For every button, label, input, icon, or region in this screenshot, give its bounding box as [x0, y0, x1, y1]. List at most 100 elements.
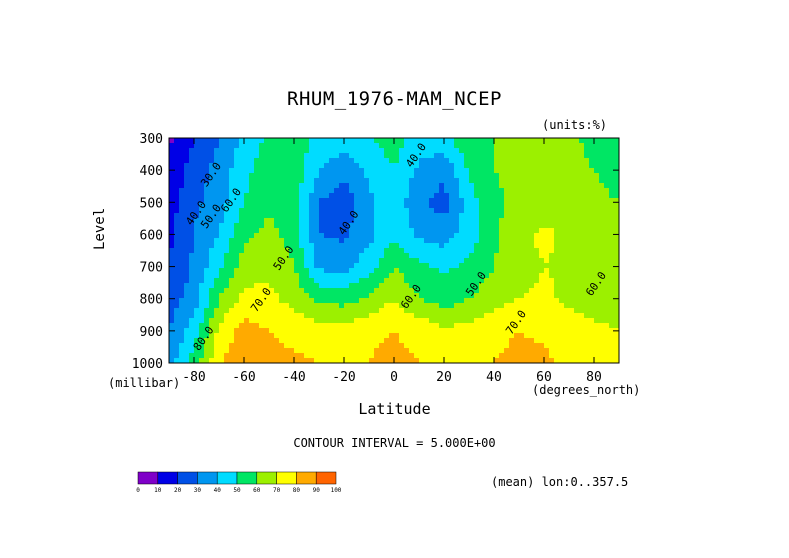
field-cell: [604, 178, 610, 184]
field-cell: [229, 198, 235, 204]
field-cell: [459, 138, 465, 144]
field-cell: [469, 298, 475, 304]
field-cell: [504, 328, 510, 334]
field-cell: [569, 338, 575, 344]
field-cell: [419, 253, 425, 259]
field-cell: [169, 358, 175, 364]
field-cell: [219, 243, 225, 249]
field-cell: [464, 263, 470, 269]
field-cell: [389, 358, 395, 364]
field-cell: [329, 318, 335, 324]
field-cell: [599, 258, 605, 264]
field-cell: [289, 173, 295, 179]
field-cell: [184, 283, 190, 289]
field-cell: [614, 268, 620, 274]
field-cell: [244, 268, 250, 274]
field-cell: [514, 338, 520, 344]
field-cell: [449, 298, 455, 304]
field-cell: [304, 293, 310, 299]
field-cell: [394, 338, 400, 344]
field-cell: [604, 148, 610, 154]
field-cell: [474, 273, 480, 279]
field-cell: [599, 148, 605, 154]
field-cell: [294, 288, 300, 294]
field-cell: [344, 138, 350, 144]
field-cell: [169, 238, 175, 244]
field-cell: [279, 143, 285, 149]
field-cell: [544, 353, 550, 359]
field-cell: [434, 228, 440, 234]
field-cell: [339, 338, 345, 344]
field-cell: [444, 293, 450, 299]
field-cell: [614, 218, 620, 224]
field-cell: [529, 238, 535, 244]
field-cell: [419, 218, 425, 224]
field-cell: [444, 303, 450, 309]
field-cell: [399, 278, 405, 284]
field-cell: [354, 203, 360, 209]
field-cell: [359, 263, 365, 269]
field-cell: [609, 318, 615, 324]
field-cell: [264, 178, 270, 184]
field-cell: [594, 353, 600, 359]
field-cell: [574, 188, 580, 194]
field-cell: [379, 243, 385, 249]
field-cell: [569, 328, 575, 334]
field-cell: [469, 243, 475, 249]
field-cell: [194, 233, 200, 239]
field-cell: [604, 223, 610, 229]
field-cell: [214, 273, 220, 279]
field-cell: [449, 308, 455, 314]
field-cell: [174, 318, 180, 324]
field-cell: [289, 248, 295, 254]
field-cell: [389, 303, 395, 309]
field-cell: [419, 248, 425, 254]
field-cell: [234, 168, 240, 174]
field-cell: [329, 203, 335, 209]
field-cell: [364, 228, 370, 234]
field-cell: [284, 318, 290, 324]
field-cell: [374, 343, 380, 349]
field-cell: [599, 143, 605, 149]
field-cell: [594, 313, 600, 319]
field-cell: [409, 258, 415, 264]
field-cell: [564, 348, 570, 354]
colorbar-swatch: [137, 471, 159, 485]
field-cell: [249, 283, 255, 289]
field-cell: [284, 243, 290, 249]
field-cell: [344, 163, 350, 169]
field-cell: [184, 183, 190, 189]
field-cell: [374, 258, 380, 264]
field-cell: [264, 218, 270, 224]
field-cell: [304, 263, 310, 269]
field-cell: [209, 193, 215, 199]
field-cell: [189, 168, 195, 174]
field-cell: [354, 173, 360, 179]
x-axis: -80 -60 -40 -20 0 20 40 60 80: [182, 138, 602, 385]
field-cell: [514, 343, 520, 349]
field-cell: [499, 338, 505, 344]
field-cell: [179, 223, 185, 229]
field-cell: [399, 338, 405, 344]
field-cell: [369, 258, 375, 264]
field-cell: [359, 268, 365, 274]
field-cell: [369, 223, 375, 229]
field-cell: [514, 278, 520, 284]
field-cell: [179, 228, 185, 234]
field-cell: [574, 303, 580, 309]
field-cell: [579, 178, 585, 184]
field-cell: [409, 168, 415, 174]
field-cell: [444, 323, 450, 329]
field-cell: [244, 313, 250, 319]
field-cell: [484, 148, 490, 154]
field-cell: [179, 328, 185, 334]
field-cell: [329, 183, 335, 189]
field-cell: [514, 313, 520, 319]
field-cell: [274, 343, 280, 349]
field-cell: [314, 218, 320, 224]
field-cell: [494, 303, 500, 309]
field-cell: [449, 218, 455, 224]
field-cell: [579, 263, 585, 269]
field-cell: [319, 253, 325, 259]
field-cell: [209, 328, 215, 334]
